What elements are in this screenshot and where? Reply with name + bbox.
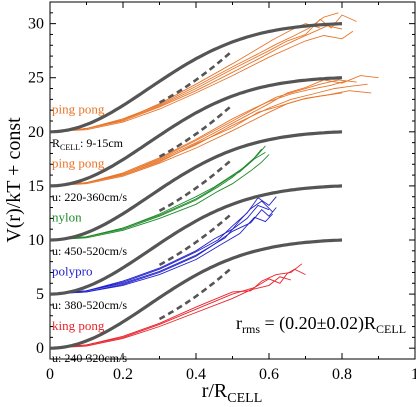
data-curves: [49, 12, 379, 350]
y-tick-label: 0: [36, 340, 44, 357]
data-series-line: [49, 204, 270, 295]
data-series-line: [49, 80, 346, 187]
velocity-label: u: 450-520cm/s: [52, 244, 127, 258]
harmonic-fit-dashed: [158, 212, 234, 267]
velocity-label: u: 240-320cm/s: [52, 351, 127, 365]
data-series-line: [49, 213, 273, 295]
x-tick-label: 0.8: [332, 366, 352, 383]
data-series-line: [49, 152, 266, 241]
x-axis-label: r/RCELL: [202, 380, 263, 406]
x-tick-label: 1: [411, 366, 416, 383]
data-series-line: [49, 263, 303, 349]
harmonic-fit-dashed: [158, 157, 234, 212]
data-series-line: [49, 196, 277, 295]
data-series-line: [49, 200, 273, 295]
harmonic-fit-dashed: [158, 49, 234, 104]
y-tick-label: 30: [28, 16, 44, 33]
velocity-label: u: 220-360cm/s: [52, 190, 127, 204]
harmonic-fit-dashed: [158, 103, 234, 158]
data-series-line: [49, 92, 343, 187]
model-curve: [49, 238, 343, 350]
x-axis-label-sub: CELL: [227, 391, 262, 406]
data-series-line: [49, 25, 343, 133]
model-curve: [49, 22, 343, 134]
data-series-line: [49, 276, 292, 349]
data-series-line: [49, 154, 270, 241]
group-labels: king pong u: 240-320cm/s polypro u: 380-520…: [52, 101, 127, 365]
model-curve: [49, 76, 343, 188]
material-label: ping pong: [52, 156, 105, 171]
harmonic-fit-dashed: [158, 266, 234, 321]
y-tick-label: 20: [28, 124, 44, 141]
model-curve: [49, 184, 343, 296]
material-label: ping pong: [52, 101, 105, 116]
y-axis-label: V(r)/kT + const: [3, 117, 25, 243]
material-label: nylon: [52, 210, 82, 225]
x-tick-label: 0.4: [186, 366, 206, 383]
material-label: polypro: [52, 264, 92, 279]
y-tick-label: 5: [36, 286, 44, 303]
x-tick-label: 0: [46, 366, 54, 383]
data-series-line: [49, 30, 354, 133]
data-series-line: [49, 79, 357, 187]
model-curve: [49, 130, 343, 242]
y-tick-label: 25: [28, 70, 44, 87]
rms-annotation: rrms = (0.20±0.02)RCELL: [236, 313, 406, 336]
data-series-line: [49, 148, 263, 241]
y-tick-label: 15: [28, 178, 44, 195]
material-label: king pong: [52, 318, 105, 333]
x-tick-label: 0.6: [259, 366, 279, 383]
x-tick-label: 0.2: [113, 366, 133, 383]
cell-size-label: RCELL: 9-15cm: [52, 136, 124, 152]
velocity-label: u: 380-520cm/s: [52, 298, 127, 312]
y-tick-label: 10: [28, 232, 44, 249]
